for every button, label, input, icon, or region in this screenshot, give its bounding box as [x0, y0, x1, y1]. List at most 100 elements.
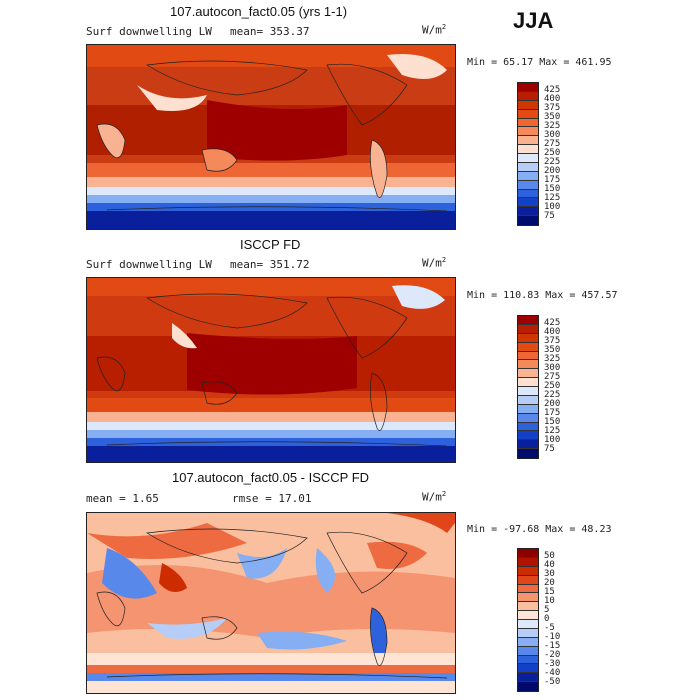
panel1-minmax: Min = 65.17 Max = 461.95	[467, 57, 612, 68]
colorbar-label: 275	[544, 372, 561, 382]
colorbar-swatch	[518, 611, 538, 620]
panel2-variable: Surf downwelling LW	[86, 258, 212, 271]
colorbar-swatch	[518, 628, 538, 638]
panel3-minmax: Min = -97.68 Max = 48.23	[467, 524, 612, 535]
colorbar-label: 350	[544, 112, 561, 122]
colorbar-label: 75	[544, 444, 555, 454]
colorbar-label: 375	[544, 103, 561, 113]
colorbar-label: 300	[544, 130, 561, 140]
colorbar-label: 400	[544, 94, 561, 104]
colorbar-swatch	[518, 655, 538, 665]
colorbar-swatch	[518, 422, 538, 432]
colorbar-swatch	[518, 83, 538, 92]
panel2-map	[86, 277, 456, 463]
colorbar-swatch	[518, 413, 538, 423]
panel2-colorbar	[517, 315, 539, 459]
colorbar-label: 10	[544, 596, 555, 606]
colorbar-label: 200	[544, 399, 561, 409]
colorbar-label: -40	[544, 668, 561, 678]
colorbar-swatch	[518, 673, 538, 683]
panel1-units: W/m2	[422, 23, 447, 37]
panel1-mean: mean= 353.37	[230, 25, 310, 38]
colorbar-label: -15	[544, 641, 561, 651]
colorbar-swatch	[518, 584, 538, 594]
colorbar-label: 15	[544, 587, 555, 597]
colorbar-swatch	[518, 602, 538, 612]
colorbar-label: 175	[544, 175, 561, 185]
panel2-minmax: Min = 110.83 Max = 457.57	[467, 290, 618, 301]
colorbar-label: 125	[544, 193, 561, 203]
colorbar-label: 250	[544, 381, 561, 391]
panel3-mean: mean = 1.65	[86, 492, 159, 505]
colorbar-swatch	[518, 145, 538, 154]
colorbar-label: -20	[544, 650, 561, 660]
colorbar-swatch	[518, 136, 538, 146]
colorbar-label: 75	[544, 211, 555, 221]
colorbar-label: 350	[544, 345, 561, 355]
colorbar-swatch	[518, 118, 538, 128]
colorbar-label: -30	[544, 659, 561, 669]
colorbar-label: 20	[544, 578, 555, 588]
colorbar-swatch	[518, 171, 538, 181]
colorbar-swatch	[518, 342, 538, 352]
colorbar-swatch	[518, 154, 538, 163]
panel1-map	[86, 44, 456, 230]
colorbar-label: 425	[544, 85, 561, 95]
colorbar-label: 175	[544, 408, 561, 418]
colorbar-swatch	[518, 575, 538, 585]
colorbar-swatch	[518, 216, 538, 225]
panel2-mean: mean= 351.72	[230, 258, 310, 271]
colorbar-label: 325	[544, 354, 561, 364]
colorbar-swatch	[518, 646, 538, 656]
colorbar-swatch	[518, 593, 538, 603]
panel3-colorbar	[517, 548, 539, 692]
colorbar-swatch	[518, 91, 538, 101]
colorbar-swatch	[518, 682, 538, 691]
colorbar-label: 0	[544, 614, 550, 624]
colorbar-label: 125	[544, 426, 561, 436]
colorbar-swatch	[518, 387, 538, 396]
season-label: JJA	[513, 8, 554, 33]
colorbar-label: 250	[544, 148, 561, 158]
colorbar-label: 40	[544, 560, 555, 570]
colorbar-swatch	[518, 189, 538, 199]
colorbar-label: 300	[544, 363, 561, 373]
colorbar-label: 375	[544, 336, 561, 346]
colorbar-swatch	[518, 378, 538, 387]
colorbar-swatch	[518, 324, 538, 334]
colorbar-swatch	[518, 333, 538, 343]
colorbar-label: 275	[544, 139, 561, 149]
colorbar-label: 100	[544, 202, 561, 212]
colorbar-label: 30	[544, 569, 555, 579]
colorbar-label: 100	[544, 435, 561, 445]
colorbar-swatch	[518, 162, 538, 172]
colorbar-swatch	[518, 549, 538, 558]
colorbar-swatch	[518, 316, 538, 325]
colorbar-swatch	[518, 198, 538, 208]
colorbar-swatch	[518, 351, 538, 361]
colorbar-swatch	[518, 557, 538, 567]
colorbar-label: 200	[544, 166, 561, 176]
panel1-variable: Surf downwelling LW	[86, 25, 212, 38]
colorbar-swatch	[518, 566, 538, 576]
colorbar-label: 50	[544, 551, 555, 561]
panel1-colorbar	[517, 82, 539, 226]
panel3-title: 107.autocon_fact0.05 - ISCCP FD	[172, 470, 370, 485]
panel3-map	[86, 512, 456, 694]
colorbar-swatch	[518, 100, 538, 110]
colorbar-swatch	[518, 395, 538, 405]
colorbar-label: 225	[544, 390, 561, 400]
colorbar-swatch	[518, 404, 538, 414]
panel3-rmse: rmse = 17.01	[232, 492, 312, 505]
colorbar-label: 400	[544, 327, 561, 337]
panel3-units: W/m2	[422, 490, 447, 504]
colorbar-swatch	[518, 637, 538, 647]
panel2-units: W/m2	[422, 256, 447, 270]
colorbar-label: 425	[544, 318, 561, 328]
colorbar-swatch	[518, 207, 538, 217]
colorbar-label: 325	[544, 121, 561, 131]
colorbar-swatch	[518, 440, 538, 450]
colorbar-swatch	[518, 109, 538, 119]
colorbar-label: 150	[544, 417, 561, 427]
colorbar-swatch	[518, 127, 538, 137]
